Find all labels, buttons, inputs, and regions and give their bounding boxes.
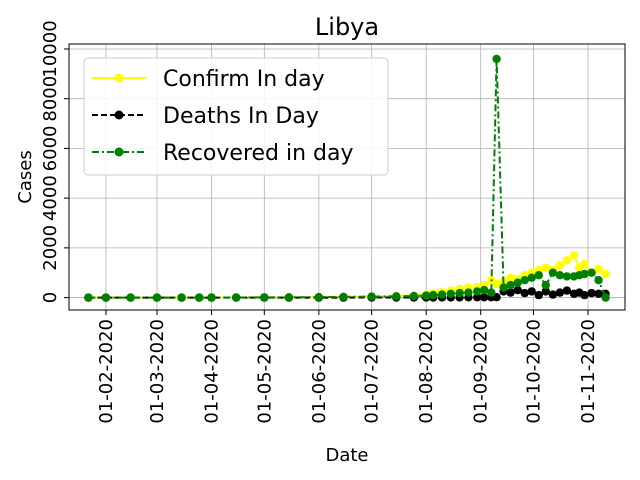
data-point bbox=[480, 293, 489, 302]
x-axis: 01-02-2020 01-03-2020 01-04-2020 01-05-2020… bbox=[96, 310, 599, 424]
data-point bbox=[84, 293, 93, 302]
y-tick-label: 0 bbox=[40, 292, 61, 303]
data-point bbox=[487, 288, 496, 297]
data-point bbox=[492, 279, 501, 289]
data-point bbox=[506, 288, 515, 297]
data-point bbox=[580, 290, 589, 300]
data-point bbox=[446, 289, 455, 298]
data-point bbox=[527, 287, 536, 296]
x-tick-label: 01-09-2020 bbox=[471, 319, 492, 424]
y-axis-label: Cases bbox=[15, 150, 36, 203]
legend-swatch-marker bbox=[114, 147, 124, 157]
x-tick-label: 01-03-2020 bbox=[147, 319, 168, 424]
data-point bbox=[555, 261, 565, 270]
data-point bbox=[409, 291, 419, 301]
data-point bbox=[506, 273, 515, 282]
y-tick-label: 10000 bbox=[40, 20, 61, 77]
data-point bbox=[601, 293, 610, 302]
data-point bbox=[126, 293, 135, 302]
data-point bbox=[601, 269, 610, 279]
data-point bbox=[367, 292, 376, 301]
data-point bbox=[580, 269, 589, 279]
legend-label: Deaths In Day bbox=[163, 104, 319, 129]
x-tick-label: 01-07-2020 bbox=[362, 319, 383, 424]
x-tick-label: 01-02-2020 bbox=[96, 319, 117, 424]
series-2 bbox=[84, 54, 610, 302]
data-point bbox=[101, 293, 111, 302]
data-point bbox=[527, 273, 536, 282]
data-point bbox=[480, 285, 489, 295]
data-point bbox=[534, 271, 543, 280]
data-point bbox=[422, 291, 431, 300]
data-point bbox=[437, 290, 447, 299]
data-point bbox=[520, 288, 529, 298]
data-point bbox=[534, 290, 543, 300]
legend: Confirm In day Deaths In Day Recovered in … bbox=[83, 57, 389, 176]
y-tick-label: 8000 bbox=[40, 76, 61, 122]
plot-frame bbox=[68, 43, 626, 311]
data-point bbox=[464, 288, 473, 297]
x-tick-label: 01-10-2020 bbox=[524, 319, 545, 424]
data-point bbox=[260, 293, 269, 302]
data-point bbox=[548, 268, 558, 277]
data-point bbox=[513, 285, 522, 295]
x-tick-label: 01-06-2020 bbox=[309, 319, 330, 424]
data-point bbox=[284, 293, 294, 302]
x-tick-label: 01-04-2020 bbox=[202, 319, 223, 424]
data-point bbox=[473, 293, 482, 302]
data-point bbox=[541, 287, 550, 296]
data-point bbox=[473, 287, 482, 296]
legend-swatch-marker bbox=[114, 110, 124, 120]
chart-title: Libya bbox=[315, 13, 379, 41]
data-point bbox=[541, 280, 550, 290]
data-point bbox=[499, 283, 508, 292]
x-tick-label: 01-08-2020 bbox=[416, 319, 437, 424]
data-point bbox=[232, 293, 241, 302]
data-point bbox=[506, 280, 515, 290]
data-point bbox=[455, 288, 464, 298]
y-tick-label: 6000 bbox=[40, 126, 61, 172]
data-point bbox=[594, 289, 603, 298]
data-point bbox=[314, 292, 323, 302]
data-point bbox=[492, 54, 501, 64]
data-point bbox=[569, 251, 579, 260]
data-point bbox=[429, 290, 438, 300]
data-point bbox=[562, 286, 572, 295]
series-layer bbox=[84, 54, 610, 302]
data-point bbox=[513, 278, 522, 287]
legend-swatch-marker bbox=[114, 73, 124, 83]
data-point bbox=[562, 256, 572, 265]
x-axis-label: Date bbox=[325, 445, 368, 466]
data-point bbox=[562, 272, 572, 281]
legend-box bbox=[83, 57, 389, 176]
data-point bbox=[152, 293, 162, 302]
data-point bbox=[594, 276, 603, 285]
legend-label: Recovered in day bbox=[163, 141, 354, 166]
x-tick-label: 01-11-2020 bbox=[578, 319, 599, 424]
data-point bbox=[580, 259, 589, 269]
data-point bbox=[548, 290, 558, 299]
data-point bbox=[339, 292, 348, 301]
y-tick-label: 4000 bbox=[40, 175, 61, 221]
data-point bbox=[207, 293, 216, 302]
data-point bbox=[392, 292, 401, 301]
data-point bbox=[587, 288, 596, 298]
x-tick-label: 01-05-2020 bbox=[254, 319, 275, 424]
data-point bbox=[555, 288, 565, 297]
data-point bbox=[195, 293, 204, 302]
data-point bbox=[177, 293, 186, 302]
y-tick-label: 2000 bbox=[40, 225, 61, 271]
data-point bbox=[520, 276, 529, 285]
data-point bbox=[587, 268, 596, 277]
legend-label: Confirm In day bbox=[163, 67, 325, 92]
data-point bbox=[555, 271, 565, 280]
data-point bbox=[594, 264, 603, 274]
data-point bbox=[541, 263, 550, 272]
